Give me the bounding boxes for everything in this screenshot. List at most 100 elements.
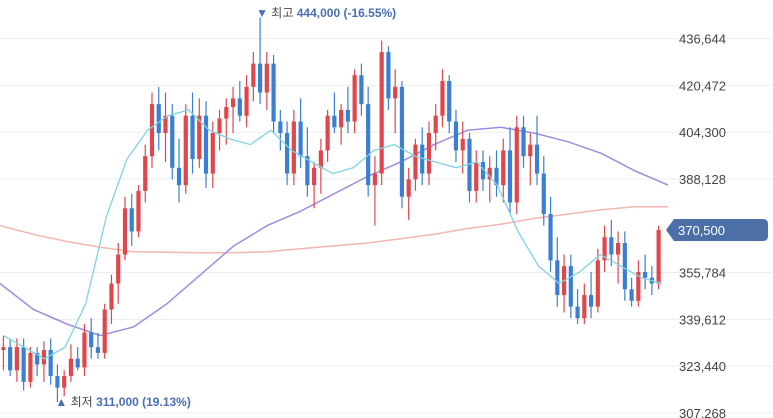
low-price-annotation: ▲ 최저 311,000 (19.13%) — [55, 395, 190, 409]
candle-up — [406, 167, 411, 220]
candle-up — [136, 185, 141, 238]
candle-up — [68, 344, 74, 382]
candle-body — [575, 306, 580, 319]
candle-down — [534, 115, 540, 186]
candle-body — [203, 115, 209, 174]
candle-up — [28, 347, 33, 388]
candle-up — [514, 115, 519, 215]
candle-up — [474, 150, 479, 203]
ma-long-line — [0, 206, 668, 254]
candle-down — [156, 86, 161, 151]
candle-body — [278, 121, 283, 134]
candle-body — [224, 107, 229, 119]
candle-down — [278, 109, 283, 151]
low-marker-icon: ▲ — [55, 395, 67, 409]
candle-body — [568, 266, 573, 307]
candle-up — [413, 138, 418, 191]
candle-body — [332, 115, 337, 128]
candle-down — [386, 46, 391, 110]
candle-up — [636, 260, 641, 307]
candle-body — [555, 260, 560, 296]
candle-body — [183, 115, 188, 186]
candle-down — [521, 115, 526, 168]
candle-body — [75, 358, 80, 368]
candle-down — [203, 101, 209, 189]
candle-up — [197, 98, 202, 168]
candle-body — [89, 332, 94, 348]
candle-body — [534, 144, 540, 174]
candle-body — [420, 144, 425, 174]
candle-body — [143, 156, 148, 191]
candle-body — [28, 352, 33, 382]
candle-body — [305, 156, 310, 186]
y-tick-label: 323,440 — [679, 359, 726, 374]
moving-average-long — [0, 206, 668, 254]
candle-body — [257, 63, 263, 93]
candle-body — [8, 347, 13, 371]
y-tick-label: 355,784 — [679, 266, 726, 281]
candle-body — [440, 80, 445, 116]
y-tick-label: 404,300 — [679, 125, 726, 140]
candle-body — [480, 161, 486, 180]
candle-down — [453, 109, 459, 162]
candle-down — [507, 127, 513, 215]
candle-body — [116, 254, 121, 284]
candle-body — [48, 350, 53, 377]
candle-body — [528, 144, 533, 157]
candle-body — [156, 104, 161, 134]
candle-up — [582, 283, 587, 324]
candle-down — [170, 104, 175, 180]
candle-up — [102, 303, 107, 359]
candle-up — [440, 69, 445, 128]
candle-up — [460, 121, 465, 174]
current-price-tag: 370,500 — [666, 218, 768, 241]
candle-body — [14, 347, 19, 371]
candle-body — [359, 75, 364, 105]
candle-body — [284, 133, 290, 174]
candle-up — [122, 196, 128, 261]
candle-down — [284, 121, 290, 186]
candle-up — [230, 86, 236, 134]
candle-up — [602, 225, 607, 272]
candle-body — [406, 179, 411, 197]
candle-down — [399, 80, 405, 209]
candle-down — [467, 133, 472, 203]
y-axis: 436,644 420,472 404,300 388,128 355,784 339,6… — [679, 32, 726, 418]
candle-up — [82, 323, 87, 377]
candle-body — [386, 52, 391, 99]
candle-up — [339, 104, 344, 145]
candle-body — [251, 63, 256, 87]
high-pct: (-16.55%) — [343, 6, 396, 20]
candle-body — [95, 347, 101, 353]
y-tick-label: 420,472 — [679, 78, 726, 93]
candle-down — [629, 277, 634, 307]
candle-body — [55, 376, 60, 388]
candle-body — [210, 133, 215, 174]
moving-average-short — [3, 109, 663, 360]
candle-up — [163, 92, 168, 162]
candle-up — [143, 144, 148, 203]
candle-body — [514, 127, 519, 203]
candle-body — [41, 350, 47, 365]
candle-body — [393, 86, 398, 99]
candle-body — [433, 115, 438, 134]
candle-body — [102, 309, 107, 353]
candle-down — [55, 364, 60, 403]
candle-up — [14, 338, 19, 382]
grid-lines — [0, 38, 773, 414]
candle-body — [352, 75, 357, 122]
candle-down — [541, 156, 546, 226]
y-tick-label: 388,128 — [679, 172, 726, 187]
candle-body — [609, 237, 614, 255]
candle-body — [318, 150, 323, 168]
candle-body — [460, 138, 465, 151]
candle-up — [487, 156, 492, 203]
candle-down — [366, 86, 371, 197]
high-price-label: ▼ 최고 444,000 (-16.55%) — [256, 6, 396, 20]
candle-down — [555, 237, 560, 307]
candle-down — [271, 54, 276, 134]
candle-body — [291, 121, 296, 174]
candle-up — [217, 109, 222, 151]
candle-up — [426, 121, 432, 186]
